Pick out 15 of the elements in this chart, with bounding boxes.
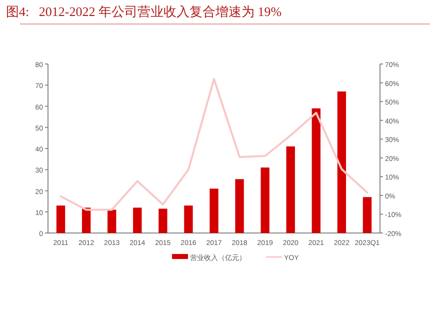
bar bbox=[210, 188, 218, 233]
bar bbox=[286, 146, 295, 233]
bar bbox=[56, 206, 66, 233]
line-series bbox=[60, 78, 368, 211]
bar bbox=[108, 210, 116, 233]
bar bbox=[337, 91, 346, 233]
bar bbox=[235, 179, 244, 233]
bar bbox=[312, 108, 320, 233]
bar bbox=[362, 197, 372, 233]
bar bbox=[158, 208, 168, 233]
bar bbox=[260, 168, 270, 233]
chart-title: 图4: 2012-2022 年公司营业收入复合增速为 19% bbox=[6, 4, 282, 19]
bar bbox=[82, 208, 91, 233]
bar bbox=[184, 206, 193, 233]
bar bbox=[133, 208, 142, 233]
